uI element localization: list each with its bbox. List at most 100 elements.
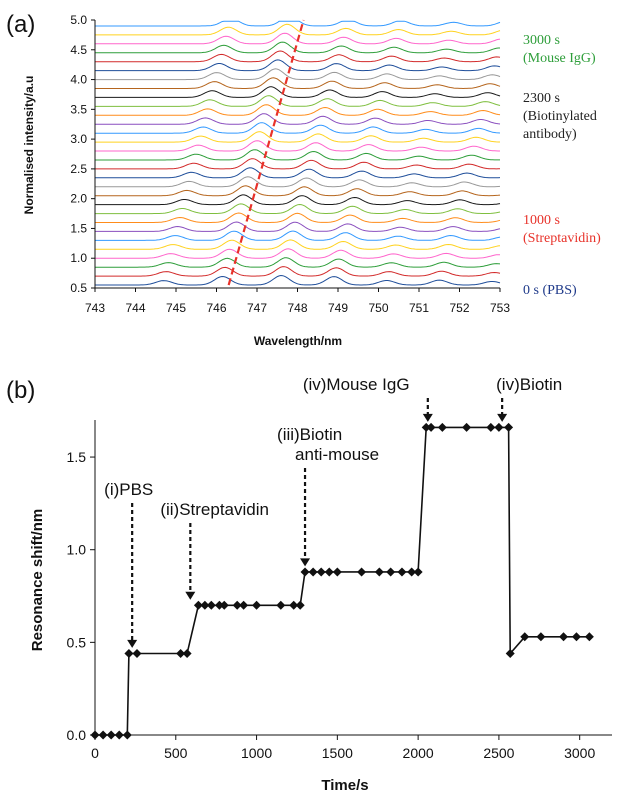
data-point-marker xyxy=(462,422,472,432)
event-label: (iv)Mouse IgG xyxy=(303,375,410,394)
x-tick-label: 745 xyxy=(166,301,186,315)
y-tick-label: 3.5 xyxy=(70,102,87,116)
annotation-line: (Biotinylated xyxy=(523,109,597,124)
y-tick-label: 1.5 xyxy=(67,449,87,465)
data-point-marker xyxy=(486,422,496,432)
data-point-marker xyxy=(206,600,216,610)
spectrum-line xyxy=(95,20,501,27)
x-tick-label: 1500 xyxy=(322,745,353,761)
event-arrow-head xyxy=(300,558,311,567)
y-tick-label: 5.0 xyxy=(70,13,87,27)
event-label-line: (iv)Mouse IgG xyxy=(303,375,410,394)
data-point-marker xyxy=(300,567,310,577)
event-label: (iv)Biotin xyxy=(496,375,562,394)
x-tick-label: 0 xyxy=(91,745,99,761)
data-point-marker xyxy=(520,632,530,642)
y-tick-label: 2.5 xyxy=(70,162,87,176)
spectrum-line xyxy=(95,176,501,188)
time-annotation: 0 s (PBS) xyxy=(523,283,577,298)
spectrum-line xyxy=(95,230,501,241)
annotation-line: 2300 s xyxy=(523,91,560,106)
data-point-marker xyxy=(504,422,514,432)
data-point-marker xyxy=(214,600,224,610)
spectrum-line xyxy=(95,104,501,116)
event-arrow-head xyxy=(185,591,196,600)
panel-a-x-axis-title: Wavelength/nm xyxy=(254,334,342,348)
event-label: (i)PBS xyxy=(104,480,153,499)
spectrum-line xyxy=(95,274,501,286)
event-label: (ii)Streptavidin xyxy=(160,500,269,519)
data-point-marker xyxy=(193,600,203,610)
data-point-marker xyxy=(232,600,242,610)
peak-shift-trend-line xyxy=(227,19,305,286)
data-point-marker xyxy=(252,600,262,610)
data-point-marker xyxy=(584,632,594,642)
data-point-marker xyxy=(559,632,569,642)
resonance-shift-line xyxy=(95,426,590,736)
panel-a-annotations: 3000 s (Mouse IgG) 2300 s (Biotinylated anti… xyxy=(523,33,601,298)
panel-b-x-axis-title: Time/s xyxy=(321,777,368,794)
data-point-marker xyxy=(437,422,447,432)
spectrum-line xyxy=(95,167,501,179)
x-tick-label: 2500 xyxy=(483,745,514,761)
time-annotation: 2300 s (Biotinylated antibody) xyxy=(523,91,597,142)
data-point-marker xyxy=(308,567,318,577)
y-tick-label: 1.5 xyxy=(70,221,87,235)
y-tick-label: 0.5 xyxy=(70,281,87,295)
x-tick-label: 3000 xyxy=(564,745,595,761)
event-label-line: (ii)Streptavidin xyxy=(160,500,269,519)
event-label-line: (i)PBS xyxy=(104,480,153,499)
data-point-marker xyxy=(182,648,192,658)
data-point-marker xyxy=(505,648,515,658)
data-point-marker xyxy=(90,730,100,740)
panel-b: (b) 0 500 1000 1500 2000 2500 3000 0.0 0.5 1.0 1.5… xyxy=(6,375,612,794)
panel-a: (a) 743 744 745 746 747 748 749 750 751 752 753 0.5… xyxy=(6,11,601,348)
panel-b-y-axis-title: Resonance shift/nm xyxy=(29,509,46,652)
data-point-marker xyxy=(200,600,210,610)
x-tick-label: 747 xyxy=(247,301,267,315)
data-point-marker xyxy=(324,567,334,577)
data-point-marker xyxy=(124,648,134,658)
data-point-marker xyxy=(98,730,108,740)
x-tick-label: 743 xyxy=(85,301,105,315)
spectrum-line xyxy=(95,95,501,107)
data-point-marker xyxy=(106,730,116,740)
panel-a-series-group xyxy=(95,19,501,286)
panel-b-series xyxy=(90,422,594,740)
y-tick-label: 0.0 xyxy=(67,727,87,743)
y-tick-label: 4.5 xyxy=(70,43,87,57)
annotation-line: (Mouse IgG) xyxy=(523,51,596,66)
time-annotation: 3000 s (Mouse IgG) xyxy=(523,33,596,66)
x-tick-label: 748 xyxy=(287,301,307,315)
data-point-marker xyxy=(407,567,417,577)
panel-a-label: (a) xyxy=(6,11,35,38)
spectrum-line xyxy=(95,23,501,36)
data-point-marker xyxy=(276,600,286,610)
spectrum-line xyxy=(95,194,501,206)
y-tick-label: 1.0 xyxy=(67,542,87,558)
spectrum-line xyxy=(95,77,501,90)
y-tick-label: 2.0 xyxy=(70,192,87,206)
event-arrow-head xyxy=(422,413,433,422)
spectrum-line xyxy=(95,140,500,152)
data-point-marker xyxy=(386,567,396,577)
data-point-marker xyxy=(494,422,504,432)
event-label-line: anti-mouse xyxy=(295,445,379,464)
x-tick-label: 744 xyxy=(125,301,145,315)
annotation-line: antibody) xyxy=(523,127,577,142)
x-tick-label: 2000 xyxy=(403,745,434,761)
spectrum-line xyxy=(95,59,501,72)
y-tick-label: 3.0 xyxy=(70,132,87,146)
spectrum-line xyxy=(95,185,501,197)
spectrum-line xyxy=(95,41,500,54)
spectrum-line xyxy=(95,212,501,224)
spectrum-line xyxy=(95,131,500,143)
spectrum-line xyxy=(95,221,501,232)
data-point-marker xyxy=(295,600,305,610)
data-point-marker xyxy=(357,567,367,577)
spectrum-line xyxy=(95,68,501,81)
panel-b-label: (b) xyxy=(6,377,35,404)
x-tick-label: 752 xyxy=(449,301,469,315)
spectrum-line xyxy=(95,239,501,250)
